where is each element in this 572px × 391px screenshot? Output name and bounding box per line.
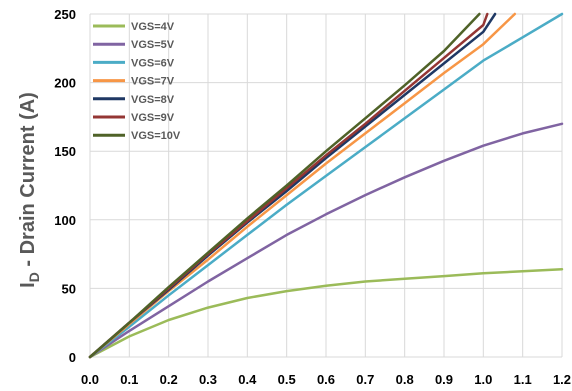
x-tick-label: 1.1 (514, 372, 532, 387)
y-axis-label-subscript: D (26, 272, 42, 282)
x-tick-labels: 0.0 0.1 0.2 0.3 0.4 0.5 0.6 0.7 0.8 0.9 1.0 1.1 1.2 (81, 372, 571, 387)
y-tick-label: 50 (62, 281, 76, 296)
y-tick-label: 200 (54, 76, 76, 91)
x-tick-label: 0.9 (435, 372, 453, 387)
x-tick-label: 0.8 (396, 372, 414, 387)
x-tick-label: 0.7 (356, 372, 374, 387)
y-axis-label: ID - Drain Current (A) (17, 92, 42, 288)
y-tick-label: 250 (54, 7, 76, 22)
legend-label: VGS=10V (131, 130, 181, 142)
x-tick-label: 0.1 (120, 372, 138, 387)
legend-label: VGS=5V (131, 39, 175, 51)
series-line-vgs-5v (88, 122, 564, 359)
y-tick-label: 0 (69, 350, 76, 365)
y-tick-label: 100 (54, 213, 76, 228)
y-tick-label: 150 (54, 144, 76, 159)
series-line-vgs-6v (88, 12, 564, 359)
x-tick-label: 0.5 (278, 372, 296, 387)
y-axis-label-main: I (17, 282, 39, 288)
x-tick-label: 1.0 (474, 372, 492, 387)
series-line-vgs-4v (88, 267, 564, 359)
x-tick-label: 0.2 (160, 372, 178, 387)
legend-label: VGS=6V (131, 57, 175, 69)
legend-label: VGS=9V (131, 112, 175, 124)
x-tick-label: 0.4 (238, 372, 257, 387)
y-axis-label-rest: - Drain Current (A) (17, 92, 39, 272)
x-tick-label: 0.0 (81, 372, 99, 387)
x-tick-label: 0.6 (317, 372, 335, 387)
y-tick-labels: 0 50 100 150 200 250 (54, 7, 76, 365)
series-line-vgs-10v (88, 12, 481, 359)
x-tick-label: 1.2 (553, 372, 571, 387)
series-lines (88, 12, 564, 359)
legend-label: VGS=7V (131, 76, 175, 88)
legend-label: VGS=8V (131, 94, 175, 106)
legend: VGS=4V VGS=5V VGS=6V VGS=7V VGS=8V VGS=9V VGS=… (93, 21, 181, 142)
legend-label: VGS=4V (131, 21, 175, 33)
x-tick-label: 0.3 (199, 372, 217, 387)
